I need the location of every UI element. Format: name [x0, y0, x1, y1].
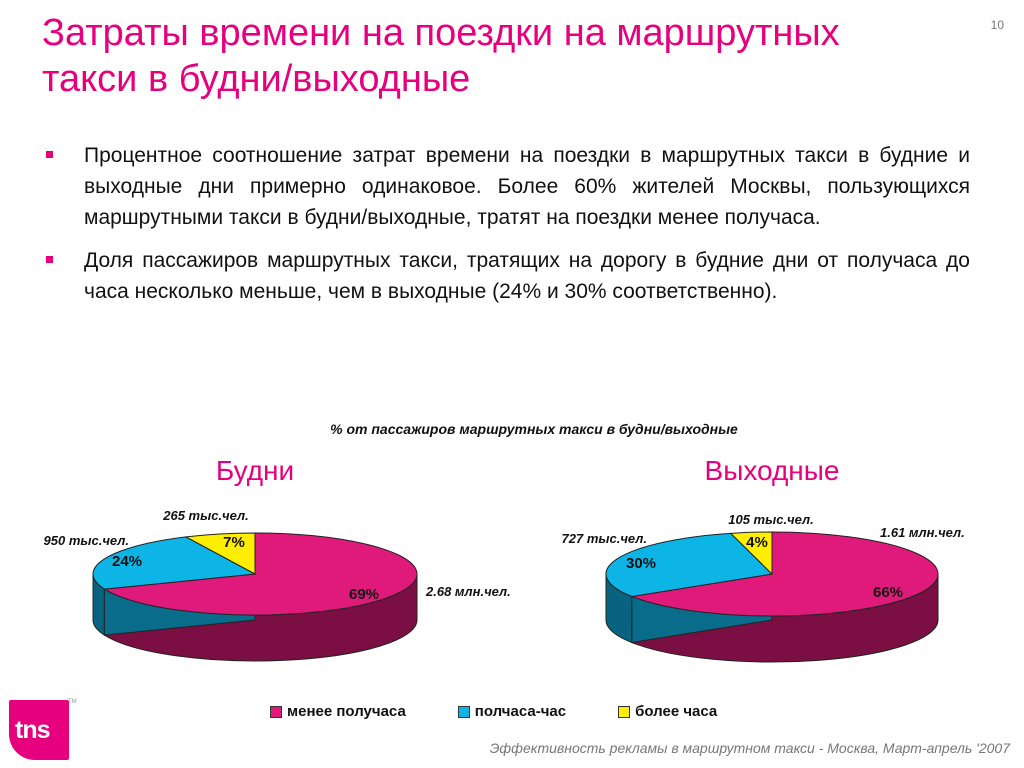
page-number: 10	[990, 18, 1004, 32]
pie-chart-title: Будни	[216, 455, 294, 486]
logo-text: tns	[15, 716, 50, 744]
footer-text: Эффективность рекламы в маршрутном такси…	[489, 740, 1010, 756]
bullet-text: Процентное соотношение затрат времени на…	[84, 144, 970, 229]
slide-title: Затраты времени на поездки на маршрутных…	[42, 12, 840, 100]
legend-item-less-half-hour: менее получаса	[270, 703, 406, 720]
legend-swatch	[457, 705, 470, 718]
pie-count-label: 950 тыс.чел.	[44, 533, 129, 548]
bullet-item: Процентное соотношение затрат времени на…	[42, 140, 970, 233]
bullet-square-icon	[46, 151, 53, 158]
legend-swatch	[270, 705, 282, 718]
bullet-list: Процентное соотношение затрат времени на…	[42, 140, 970, 319]
pie-percent-label: 69%	[349, 586, 379, 603]
pie-charts: Будни 69% 24% 7% 2.68 млн.чел. 950 тыс.чел. 26…	[44, 455, 965, 663]
legend-item-more-hour: более часа	[618, 703, 717, 720]
bullet-square-icon	[46, 256, 53, 263]
legend-label: менее получаса	[287, 703, 406, 720]
chart-legend: менее получаса полчаса-час более часа	[270, 703, 769, 720]
legend-item-half-to-hour: полчаса-час	[457, 703, 567, 720]
pie-percent-label: 7%	[223, 534, 245, 551]
bullet-item: Доля пассажиров маршрутных такси, тратящ…	[42, 245, 970, 307]
pie-count-label: 105 тыс.чел.	[728, 512, 813, 527]
legend-swatch	[618, 705, 631, 718]
pie-slice	[184, 532, 256, 575]
pie-slice	[102, 532, 418, 616]
pie-slice	[605, 532, 774, 598]
pie-count-label: 2.68 млн.чел.	[425, 584, 511, 599]
pie-slice	[729, 531, 773, 576]
pie-percent-label: 4%	[746, 534, 768, 551]
pie-percent-label: 66%	[873, 584, 903, 601]
trademark-mark: TM	[68, 699, 77, 705]
pie-slice	[92, 536, 257, 590]
pie-percent-label: 24%	[112, 553, 142, 570]
pie-count-label: 727 тыс.чел.	[562, 531, 647, 546]
pie-chart-title: Выходные	[705, 455, 840, 486]
pie-count-label: 1.61 млн.чел.	[880, 525, 965, 540]
pie-percent-label: 30%	[626, 555, 656, 572]
pie-count-label: 265 тыс.чел.	[162, 508, 248, 523]
bullet-text: Доля пассажиров маршрутных такси, тратящ…	[84, 249, 970, 303]
chart-title: % от пассажиров маршрутных такси в будни…	[330, 421, 738, 437]
legend-label: полчаса-час	[474, 703, 567, 720]
legend-label: более часа	[635, 703, 718, 720]
tns-logo: tns	[9, 700, 69, 760]
pie-slice	[629, 531, 939, 617]
